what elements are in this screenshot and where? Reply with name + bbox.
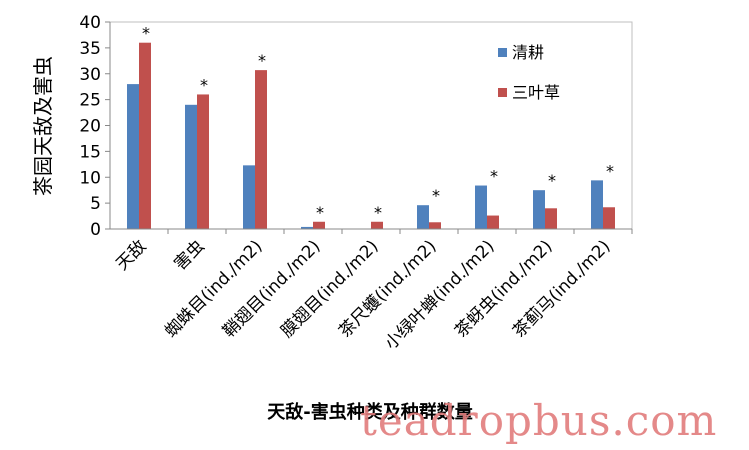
- x-axis-title: 天敌-害虫种类及种群数量: [267, 401, 472, 423]
- bar-series1: [185, 104, 197, 229]
- y-tick-label: 10: [79, 168, 101, 188]
- bar-series2: [197, 94, 209, 229]
- significance-star: *: [606, 161, 614, 180]
- bar-series1: [301, 226, 313, 229]
- bar-series1: [475, 185, 487, 229]
- significance-star: *: [548, 171, 556, 190]
- significance-star: *: [490, 167, 498, 186]
- bars: [127, 42, 615, 230]
- significance-markers: * * * * * * * * *: [142, 24, 614, 222]
- x-tick-label: 小绿叶蝉(ind./m2): [381, 236, 498, 353]
- bar-series1: [591, 180, 603, 229]
- watermark: teadropbus.com: [360, 396, 718, 445]
- legend-swatch: [498, 88, 507, 97]
- bar-series2: [255, 70, 267, 229]
- bar-series2: [603, 207, 615, 229]
- bar-series2: [371, 221, 383, 229]
- y-tick-label: 20: [79, 117, 101, 137]
- y-tick-label: 0: [90, 220, 101, 240]
- x-tick-label: 茶尺蠖(ind./m2): [335, 236, 440, 341]
- y-tick-label: 30: [79, 65, 101, 85]
- legend-swatch: [498, 48, 507, 57]
- y-axis: 0 5 10 15 20 25 30 35 40: [79, 13, 111, 240]
- bar-series2: [139, 42, 151, 230]
- bar-series1: [533, 190, 545, 229]
- bar-series1: [417, 205, 429, 229]
- y-tick-label: 15: [79, 142, 101, 162]
- y-tick-label: 35: [79, 39, 101, 59]
- legend-label: 三叶草: [512, 83, 560, 102]
- x-tick-label: 茶蓟马(ind./m2): [509, 236, 614, 341]
- x-tick-label: 鞘翅目(ind./m2): [219, 236, 324, 341]
- y-tick-label: 5: [90, 194, 101, 214]
- y-tick-label: 25: [79, 91, 101, 111]
- legend-label: 清耕: [512, 43, 544, 62]
- x-tick-label: 膜翅目(ind./m2): [277, 236, 382, 341]
- bar-series2: [487, 215, 499, 229]
- bar-series1: [127, 84, 139, 229]
- bar-series2: [545, 208, 557, 229]
- significance-star: *: [258, 51, 266, 70]
- significance-star: *: [316, 203, 324, 222]
- significance-star: *: [200, 75, 208, 94]
- x-tick-label: 害虫: [170, 236, 208, 274]
- significance-star: *: [142, 24, 150, 43]
- significance-star: *: [374, 203, 382, 222]
- x-axis: 天敌 害虫蜘蛛目(ind./m2)鞘翅目(ind./m2)膜翅目(ind./m2)…: [110, 228, 633, 354]
- bar-series2: [429, 222, 441, 229]
- bar-series1: [243, 165, 255, 229]
- x-tick-label: 天敌: [112, 236, 150, 274]
- x-tick-label: 蜘蛛目(ind./m2): [161, 236, 266, 341]
- y-tick-label: 40: [79, 13, 101, 33]
- significance-star: *: [432, 186, 440, 205]
- bar-series2: [313, 221, 325, 229]
- x-tick-label: 茶蚜虫(ind./m2): [451, 236, 556, 341]
- y-axis-title: 茶园天敌及害虫: [31, 56, 55, 196]
